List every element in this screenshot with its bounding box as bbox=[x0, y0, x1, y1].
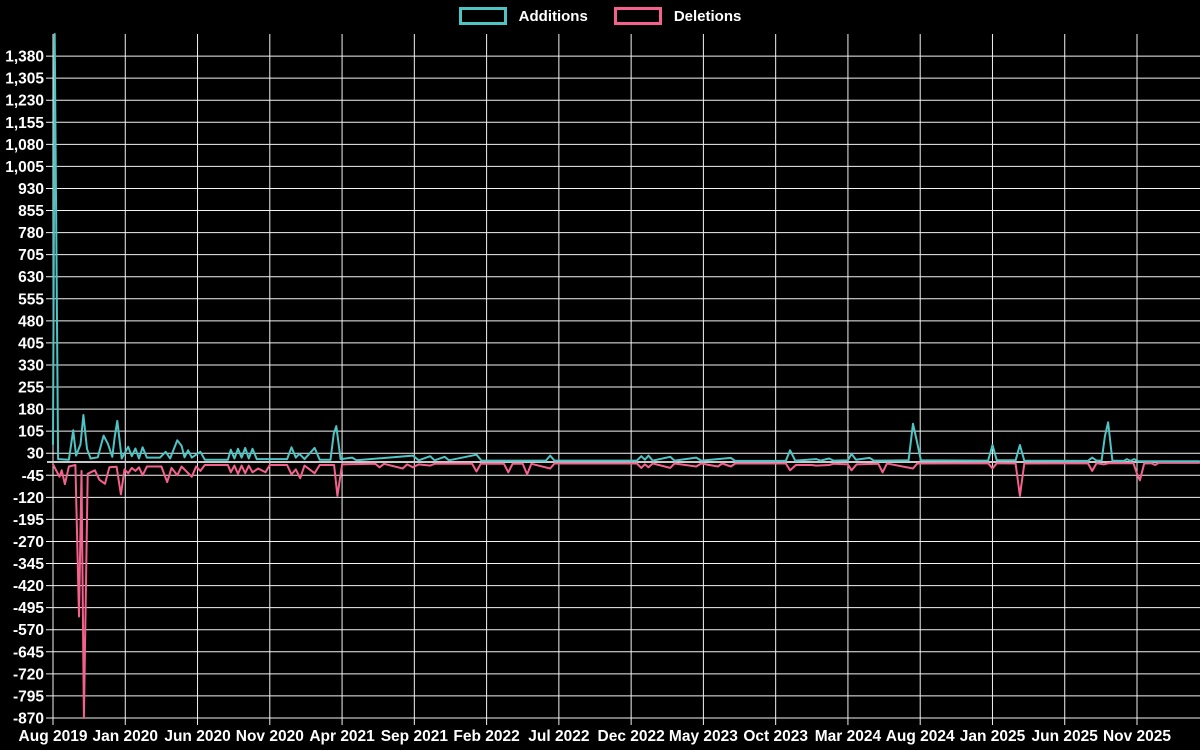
y-tick-label: 555 bbox=[18, 291, 44, 308]
y-tick-label: -795 bbox=[13, 688, 44, 705]
legend-item-additions[interactable]: Additions bbox=[458, 7, 588, 25]
y-tick-label: -720 bbox=[13, 666, 44, 683]
legend-label-deletions: Deletions bbox=[673, 7, 742, 25]
y-tick-label: 180 bbox=[18, 402, 44, 419]
x-tick-label: Sep 2021 bbox=[381, 728, 449, 745]
x-tick-label: Nov 2020 bbox=[236, 728, 304, 745]
y-tick-label: 855 bbox=[18, 203, 44, 220]
deletions-line bbox=[52, 461, 1200, 719]
y-tick-label: 780 bbox=[18, 225, 44, 242]
x-tick-label: Jan 2020 bbox=[93, 728, 159, 745]
y-tick-label: 630 bbox=[18, 269, 44, 286]
y-tick-label: -495 bbox=[13, 600, 44, 617]
y-tick-label: 930 bbox=[18, 181, 44, 198]
x-tick-label: Aug 2024 bbox=[886, 728, 955, 745]
y-tick-label: 30 bbox=[27, 446, 44, 463]
legend-item-deletions[interactable]: Deletions bbox=[613, 7, 742, 25]
y-tick-label: 1,230 bbox=[5, 93, 44, 110]
y-tick-label: 1,080 bbox=[5, 137, 44, 154]
y-tick-label: -570 bbox=[13, 622, 44, 639]
y-tick-label: -195 bbox=[13, 512, 44, 529]
y-tick-label: -45 bbox=[22, 468, 45, 485]
x-tick-label: May 2023 bbox=[669, 728, 738, 745]
y-tick-label: 105 bbox=[18, 424, 44, 441]
y-tick-label: 405 bbox=[18, 335, 44, 352]
y-tick-label: 1,305 bbox=[5, 71, 44, 88]
y-tick-label: 705 bbox=[18, 247, 44, 264]
x-tick-label: Oct 2023 bbox=[743, 728, 808, 745]
y-tick-label: -345 bbox=[13, 556, 44, 573]
y-tick-label: 255 bbox=[18, 380, 44, 397]
y-tick-label: 330 bbox=[18, 357, 44, 374]
y-tick-label: -645 bbox=[13, 644, 44, 661]
y-tick-label: 1,380 bbox=[5, 49, 44, 66]
x-tick-label: Jan 2025 bbox=[960, 728, 1026, 745]
y-tick-label: -270 bbox=[13, 534, 44, 551]
legend-label-additions: Additions bbox=[518, 7, 588, 25]
y-tick-label: -120 bbox=[13, 490, 44, 507]
y-tick-label: 480 bbox=[18, 313, 44, 330]
y-tick-label: -420 bbox=[13, 578, 44, 595]
x-tick-label: Dec 2022 bbox=[598, 728, 665, 745]
y-tick-label: 1,155 bbox=[5, 115, 44, 132]
x-tick-label: Mar 2024 bbox=[815, 728, 882, 745]
additions-line bbox=[52, 33, 1200, 463]
x-tick-label: Jul 2022 bbox=[528, 728, 589, 745]
chart-legend: Additions Deletions bbox=[0, 7, 1200, 25]
y-tick-label: -870 bbox=[13, 711, 44, 728]
x-tick-label: Apr 2021 bbox=[309, 728, 375, 745]
legend-swatch-deletions-icon bbox=[613, 7, 662, 25]
x-tick-label: Nov 2025 bbox=[1103, 728, 1171, 745]
legend-swatch-additions-icon bbox=[458, 7, 507, 25]
x-tick-label: Feb 2022 bbox=[453, 728, 519, 745]
x-tick-label: Jun 2020 bbox=[164, 728, 230, 745]
x-tick-label: Jun 2025 bbox=[1032, 728, 1099, 745]
y-tick-label: 1,005 bbox=[5, 159, 44, 176]
x-tick-label: Aug 2019 bbox=[19, 728, 88, 745]
